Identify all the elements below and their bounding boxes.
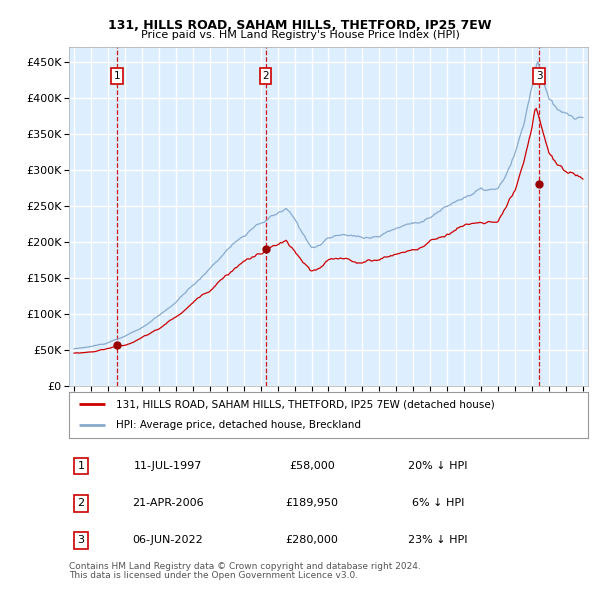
Text: £280,000: £280,000 (286, 536, 338, 545)
Text: 131, HILLS ROAD, SAHAM HILLS, THETFORD, IP25 7EW (detached house): 131, HILLS ROAD, SAHAM HILLS, THETFORD, … (116, 399, 494, 409)
Text: 131, HILLS ROAD, SAHAM HILLS, THETFORD, IP25 7EW: 131, HILLS ROAD, SAHAM HILLS, THETFORD, … (108, 19, 492, 32)
Text: 1: 1 (113, 71, 121, 81)
Text: 2: 2 (77, 499, 85, 508)
Text: 20% ↓ HPI: 20% ↓ HPI (408, 461, 468, 471)
Text: £58,000: £58,000 (289, 461, 335, 471)
Text: Contains HM Land Registry data © Crown copyright and database right 2024.: Contains HM Land Registry data © Crown c… (69, 562, 421, 571)
Text: 11-JUL-1997: 11-JUL-1997 (134, 461, 202, 471)
Text: £189,950: £189,950 (286, 499, 338, 508)
Text: 23% ↓ HPI: 23% ↓ HPI (408, 536, 468, 545)
Text: 3: 3 (77, 536, 85, 545)
Text: This data is licensed under the Open Government Licence v3.0.: This data is licensed under the Open Gov… (69, 571, 358, 580)
Text: 3: 3 (536, 71, 542, 81)
Text: Price paid vs. HM Land Registry's House Price Index (HPI): Price paid vs. HM Land Registry's House … (140, 30, 460, 40)
Text: 2: 2 (262, 71, 269, 81)
Text: HPI: Average price, detached house, Breckland: HPI: Average price, detached house, Brec… (116, 420, 361, 430)
Text: 06-JUN-2022: 06-JUN-2022 (133, 536, 203, 545)
Text: 6% ↓ HPI: 6% ↓ HPI (412, 499, 464, 508)
Text: 21-APR-2006: 21-APR-2006 (132, 499, 204, 508)
Text: 1: 1 (77, 461, 85, 471)
